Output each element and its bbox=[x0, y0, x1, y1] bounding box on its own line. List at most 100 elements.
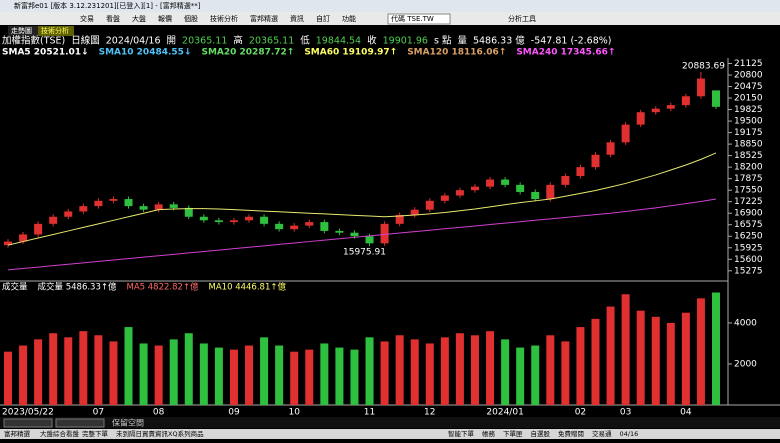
menu-item[interactable]: 報價 bbox=[158, 14, 172, 23]
candle-body bbox=[516, 184, 525, 192]
volume-bar bbox=[410, 339, 419, 405]
y-tick-label: 20150 bbox=[734, 94, 763, 104]
menu-item[interactable]: 交易 bbox=[80, 14, 94, 23]
menu-item[interactable]: 資訊 bbox=[290, 14, 304, 23]
x-tick-label: 11 bbox=[364, 408, 375, 418]
candle-body bbox=[561, 176, 570, 185]
candle-body bbox=[214, 220, 223, 223]
candle-body bbox=[184, 207, 193, 217]
candle-body bbox=[124, 199, 133, 207]
candle-body bbox=[49, 216, 58, 224]
info-item: 高 bbox=[233, 35, 243, 47]
title-bar bbox=[0, 0, 780, 12]
candle-body bbox=[651, 108, 660, 113]
candle-body bbox=[350, 232, 359, 237]
volume-bar bbox=[305, 349, 314, 405]
sma-label: SMA240 17345.66↑ bbox=[516, 48, 615, 58]
volume-bar bbox=[290, 351, 299, 405]
menu-item[interactable]: 技術分析 bbox=[210, 14, 238, 23]
candle-body bbox=[546, 184, 555, 200]
candle-body bbox=[455, 190, 464, 196]
volume-bar bbox=[184, 333, 193, 405]
volume-bar bbox=[576, 327, 585, 405]
info-item: 加權指數(TSE) bbox=[2, 35, 65, 47]
candle-body bbox=[169, 204, 178, 208]
tab[interactable] bbox=[38, 26, 74, 36]
tab[interactable]: 技術分析 bbox=[41, 26, 69, 35]
status-item[interactable]: 大盤綜合看盤 bbox=[40, 429, 80, 438]
volume-bar bbox=[199, 343, 208, 405]
y-tick-label: 15275 bbox=[734, 266, 763, 276]
status-item[interactable]: 未到隔日買賣資訊XQ系列商品 bbox=[116, 429, 204, 438]
status-item[interactable]: 04/16 bbox=[620, 430, 639, 438]
volume-bar bbox=[546, 335, 555, 405]
candle-body bbox=[621, 124, 630, 143]
candle-body bbox=[380, 223, 389, 244]
volume-bar bbox=[365, 337, 374, 405]
candle-body bbox=[260, 216, 269, 224]
tab[interactable] bbox=[8, 26, 38, 36]
y-tick-label: 19500 bbox=[734, 117, 763, 127]
date-input[interactable] bbox=[55, 418, 105, 428]
status-item[interactable]: 帳務 bbox=[482, 429, 496, 438]
info-item: 量 bbox=[457, 36, 467, 47]
candle-body bbox=[696, 78, 705, 97]
menu-item[interactable]: 看盤 bbox=[106, 14, 120, 23]
symbol-box[interactable] bbox=[387, 13, 451, 25]
volume-bar bbox=[621, 294, 630, 405]
menu-item[interactable]: 個股 bbox=[184, 14, 198, 23]
tools[interactable]: 分析工具 bbox=[508, 14, 536, 23]
candle-body bbox=[229, 220, 238, 223]
candle-body bbox=[34, 223, 43, 235]
y-tick-label: 16900 bbox=[734, 209, 763, 219]
volume-bar bbox=[516, 347, 525, 405]
candle-body bbox=[19, 234, 28, 242]
volume-bar bbox=[712, 292, 720, 405]
ma-line bbox=[7, 152, 717, 246]
y-tick-label: 17875 bbox=[734, 174, 763, 184]
status-item[interactable]: 富邦精選 bbox=[4, 429, 31, 438]
candle-body bbox=[395, 214, 404, 224]
status-item[interactable]: 免費贈閱 bbox=[558, 429, 584, 438]
volume-bar bbox=[245, 345, 254, 405]
x-tick-label: 2024/01 bbox=[486, 408, 523, 418]
info-item: 5486.33 億 bbox=[473, 35, 525, 47]
candle-body bbox=[154, 204, 163, 210]
volume-bar bbox=[591, 318, 600, 405]
y-tick-label: 15925 bbox=[734, 243, 763, 253]
symbol[interactable]: 代碼 TSE.TW bbox=[391, 14, 434, 23]
info-item: -547.81 (-2.68%) bbox=[531, 36, 612, 47]
volume-bar bbox=[169, 339, 178, 405]
status-item[interactable]: 智能下單 bbox=[448, 429, 475, 438]
date-input[interactable] bbox=[3, 418, 53, 428]
candle-body bbox=[501, 179, 510, 185]
y-tick-label: 21125 bbox=[734, 59, 763, 69]
sma-label: SMA20 20287.72↑ bbox=[201, 48, 294, 58]
volume-label: 成交量 bbox=[2, 282, 28, 293]
candle-body bbox=[109, 199, 118, 201]
menu-item[interactable]: 大盤 bbox=[132, 14, 146, 23]
status-item[interactable]: 自選股 bbox=[531, 429, 551, 438]
volume-bar bbox=[109, 341, 118, 405]
menu-item[interactable]: 自訂 bbox=[316, 14, 330, 23]
annotation: 15975.91 bbox=[343, 248, 386, 258]
status-item[interactable]: 完整下單 bbox=[82, 429, 109, 438]
volume-label: MA5 4822.82↑億 bbox=[127, 282, 200, 293]
candle-body bbox=[440, 195, 449, 201]
menu-item[interactable]: 富邦精選 bbox=[250, 14, 278, 23]
x-tick-label: 10 bbox=[288, 408, 300, 418]
status-item[interactable]: 交易通 bbox=[592, 429, 612, 438]
y-tick-label: 19825 bbox=[734, 105, 763, 115]
tab[interactable]: 走勢圖 bbox=[11, 26, 32, 35]
info-item: 2024/04/16 bbox=[106, 36, 161, 47]
candle-body bbox=[606, 142, 615, 155]
volume-bar bbox=[260, 337, 269, 405]
volume-label: 成交量 5486.33↑億 bbox=[38, 282, 117, 293]
y-tick-label: 18850 bbox=[734, 140, 763, 150]
status-item[interactable]: 下單匣 bbox=[503, 430, 523, 438]
y-tick-label: 16575 bbox=[734, 220, 763, 230]
volume-bar bbox=[154, 345, 163, 405]
menu-item[interactable]: 功能 bbox=[342, 14, 356, 23]
candle-body bbox=[486, 179, 495, 187]
volume-bar bbox=[350, 349, 359, 405]
